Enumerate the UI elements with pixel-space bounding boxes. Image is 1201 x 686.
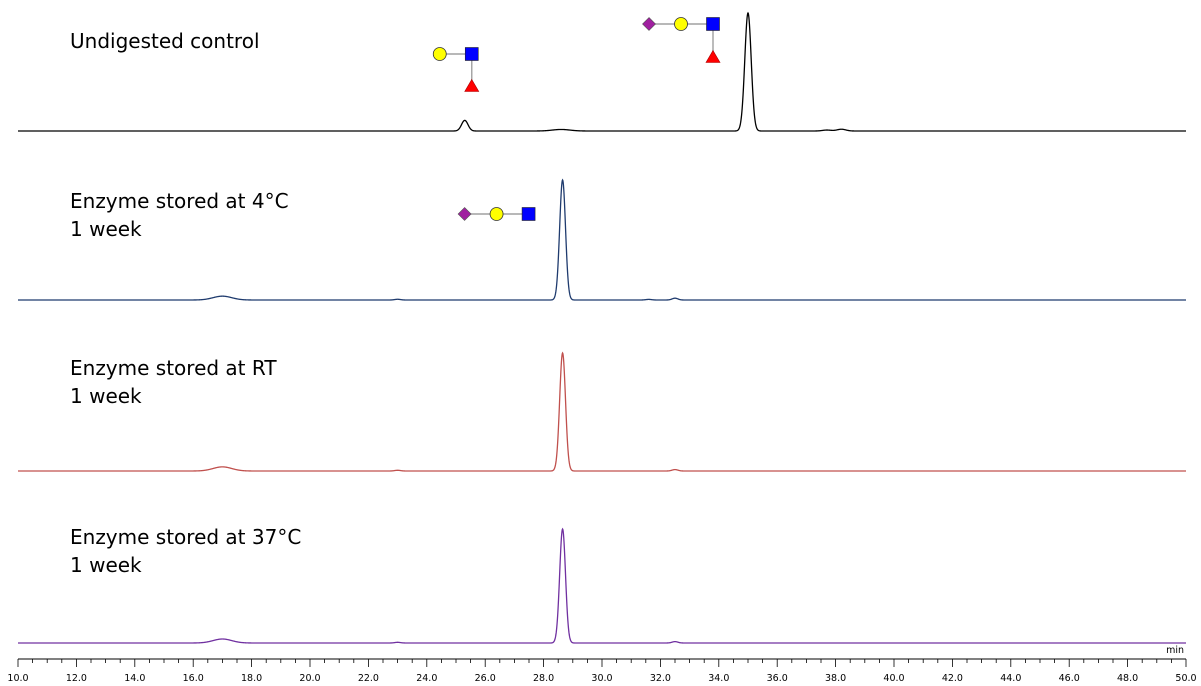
x-tick-label: 34.0: [708, 673, 729, 684]
panel-label-3-line-1: Enzyme stored at RT: [70, 356, 277, 380]
fucose-icon: [464, 78, 480, 92]
fucose-icon: [705, 49, 721, 63]
x-tick-label: 38.0: [825, 673, 846, 684]
x-tick-label: 42.0: [942, 673, 963, 684]
x-tick-label: 44.0: [1000, 673, 1021, 684]
panel-label-2-line-2: 1 week: [70, 217, 142, 241]
x-tick-label: 16.0: [183, 673, 204, 684]
trace-line-2: [18, 178, 1186, 301]
x-tick-label: 36.0: [767, 673, 788, 684]
x-tick-label: 28.0: [533, 673, 554, 684]
x-tick-label: 48.0: [1117, 673, 1138, 684]
panel-label-1-line-1: Undigested control: [70, 29, 260, 53]
trace-line-1: [18, 11, 1186, 132]
x-tick-label: 26.0: [475, 673, 496, 684]
galactose-icon: [432, 47, 447, 61]
sialic-acid-icon: [642, 17, 656, 31]
x-tick-label: 24.0: [416, 673, 437, 684]
glcnac-icon: [464, 47, 479, 61]
x-tick-label: 10.0: [7, 673, 28, 684]
x-axis: 10.0 12.0 14.0 16.0 18.0 20.0 22.0 24.0 26.0 28.0…: [7, 645, 1196, 684]
panel-label-4-line-2: 1 week: [70, 553, 142, 577]
trace-line-4: [18, 527, 1186, 644]
x-axis-unit-label: min: [1166, 645, 1184, 656]
panel-label-2-line-1: Enzyme stored at 4°C: [70, 189, 289, 213]
glycan-structure-sialic-galactose-glcnac: [457, 207, 536, 221]
x-tick-label: 32.0: [650, 673, 671, 684]
panel-labels-layer: Undigested control Enzyme stored at 4°C 1 …: [70, 29, 301, 577]
traces-layer: [18, 11, 1186, 644]
x-tick-label: 12.0: [66, 673, 87, 684]
glycan-structure-sialic-galactose-glcnac-fucose: [642, 17, 721, 63]
x-tick-label: 30.0: [591, 673, 612, 684]
galactose-icon: [674, 17, 688, 31]
galactose-icon: [489, 207, 504, 221]
x-tick-label: 46.0: [1059, 673, 1080, 684]
sialic-acid-icon: [457, 207, 472, 221]
x-tick-label: 22.0: [358, 673, 379, 684]
glycan-annotations-layer: [432, 17, 721, 221]
x-tick-label: 18.0: [241, 673, 262, 684]
x-tick-label: 40.0: [883, 673, 904, 684]
x-tick-label: 50.0: [1175, 673, 1196, 684]
panel-label-4-line-1: Enzyme stored at 37°C: [70, 525, 301, 549]
x-tick-label: 20.0: [299, 673, 320, 684]
panel-label-3-line-2: 1 week: [70, 384, 142, 408]
trace-line-3: [18, 351, 1186, 472]
glcnac-icon: [521, 207, 536, 221]
glycan-structure-galactose-glcnac-fucose: [432, 47, 480, 92]
x-tick-label: 14.0: [124, 673, 145, 684]
glcnac-icon: [706, 17, 720, 31]
